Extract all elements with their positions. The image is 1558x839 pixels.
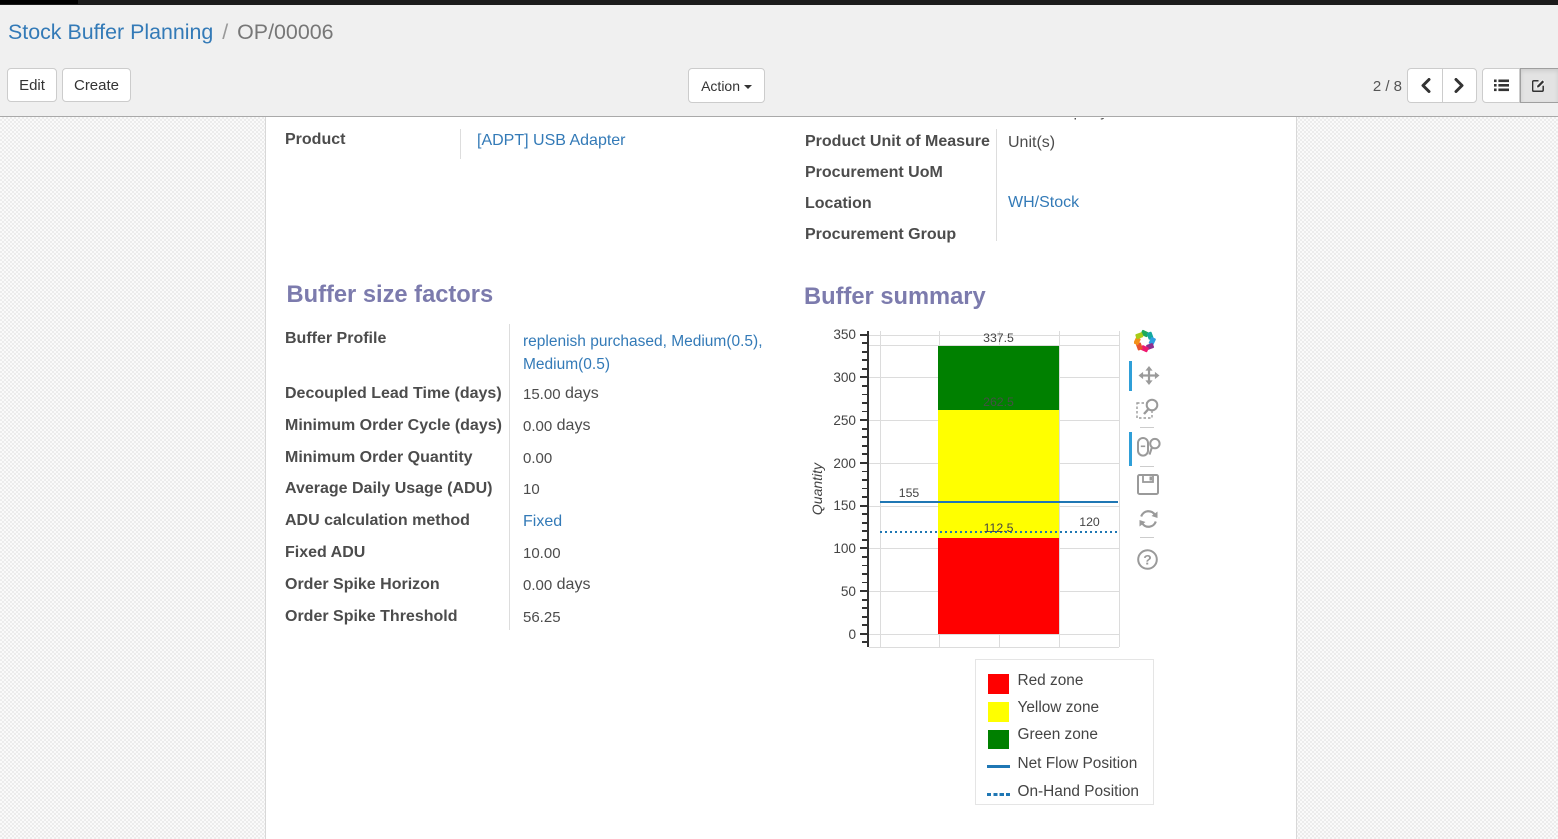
svg-text:?: ? [1143, 552, 1152, 568]
